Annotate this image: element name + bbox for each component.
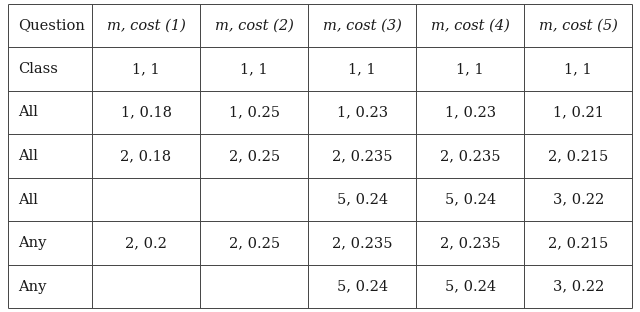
- Text: 2, 0.25: 2, 0.25: [228, 149, 280, 163]
- Text: 2, 0.215: 2, 0.215: [548, 236, 609, 250]
- Text: Question: Question: [18, 18, 84, 32]
- Text: 1, 0.21: 1, 0.21: [553, 105, 604, 119]
- Text: Any: Any: [18, 280, 46, 294]
- Text: 5, 0.24: 5, 0.24: [445, 193, 496, 207]
- Text: 2, 0.2: 2, 0.2: [125, 236, 167, 250]
- Text: 3, 0.22: 3, 0.22: [553, 193, 604, 207]
- Text: 1, 1: 1, 1: [132, 62, 160, 76]
- Text: 1, 0.25: 1, 0.25: [228, 105, 280, 119]
- Text: m, cost (3): m, cost (3): [323, 18, 402, 32]
- Text: 3, 0.22: 3, 0.22: [553, 280, 604, 294]
- Text: 1, 0.18: 1, 0.18: [120, 105, 172, 119]
- Text: Class: Class: [18, 62, 58, 76]
- Text: 1, 1: 1, 1: [564, 62, 592, 76]
- Text: m, cost (5): m, cost (5): [539, 18, 618, 32]
- Text: 1, 1: 1, 1: [240, 62, 268, 76]
- Text: 1, 1: 1, 1: [456, 62, 484, 76]
- Text: m, cost (1): m, cost (1): [107, 18, 186, 32]
- Text: 2, 0.235: 2, 0.235: [440, 236, 500, 250]
- Text: 2, 0.18: 2, 0.18: [120, 149, 172, 163]
- Text: 1, 0.23: 1, 0.23: [445, 105, 496, 119]
- Text: 2, 0.235: 2, 0.235: [332, 236, 392, 250]
- Text: 5, 0.24: 5, 0.24: [445, 280, 496, 294]
- Text: m, cost (4): m, cost (4): [431, 18, 509, 32]
- Text: 2, 0.25: 2, 0.25: [228, 236, 280, 250]
- Text: 5, 0.24: 5, 0.24: [337, 280, 388, 294]
- Text: 2, 0.235: 2, 0.235: [440, 149, 500, 163]
- Text: 5, 0.24: 5, 0.24: [337, 193, 388, 207]
- Text: All: All: [18, 193, 38, 207]
- Text: m, cost (2): m, cost (2): [214, 18, 294, 32]
- Text: Any: Any: [18, 236, 46, 250]
- Text: All: All: [18, 149, 38, 163]
- Text: 1, 0.23: 1, 0.23: [337, 105, 388, 119]
- Text: 1, 1: 1, 1: [348, 62, 376, 76]
- Text: 2, 0.215: 2, 0.215: [548, 149, 609, 163]
- Text: 2, 0.235: 2, 0.235: [332, 149, 392, 163]
- Text: All: All: [18, 105, 38, 119]
